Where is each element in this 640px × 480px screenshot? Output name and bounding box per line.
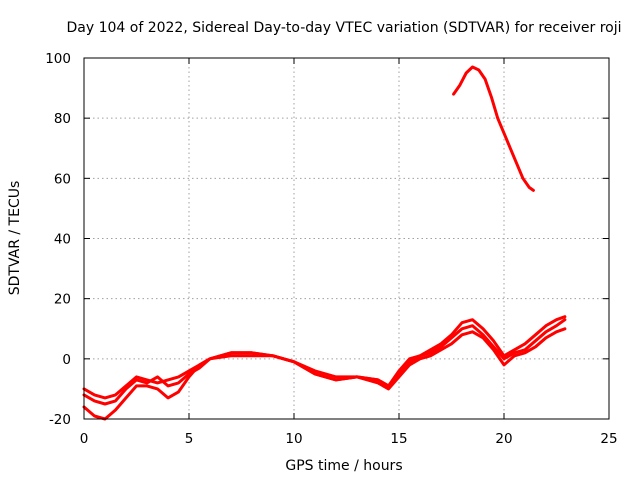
chart-title: Day 104 of 2022, Sidereal Day-to-day VTE…	[66, 20, 621, 36]
x-axis-label: GPS time / hours	[285, 458, 402, 474]
x-tick-label: 15	[390, 431, 407, 447]
y-tick-label: 40	[54, 232, 71, 248]
series-band-3	[82, 315, 567, 421]
y-tick-label: -20	[49, 412, 71, 428]
y-axis-label: SDTVAR / TECUs	[7, 181, 23, 296]
x-tick-label: 10	[285, 431, 302, 447]
series-high-arc	[452, 65, 535, 192]
x-tick-label: 25	[600, 431, 617, 447]
y-tick-label: 80	[54, 111, 71, 127]
data-series	[82, 65, 567, 421]
x-tick-label: 5	[185, 431, 194, 447]
y-tick-label: 0	[62, 352, 71, 368]
y-tick-label: 100	[45, 51, 71, 67]
y-tick-label: 20	[54, 292, 71, 308]
axis-ticks: 0 5 10 15 20 25 -20 0 20 40 60 80 100	[45, 51, 617, 447]
x-tick-label: 0	[80, 431, 89, 447]
y-tick-label: 60	[54, 171, 71, 187]
x-tick-label: 20	[495, 431, 512, 447]
